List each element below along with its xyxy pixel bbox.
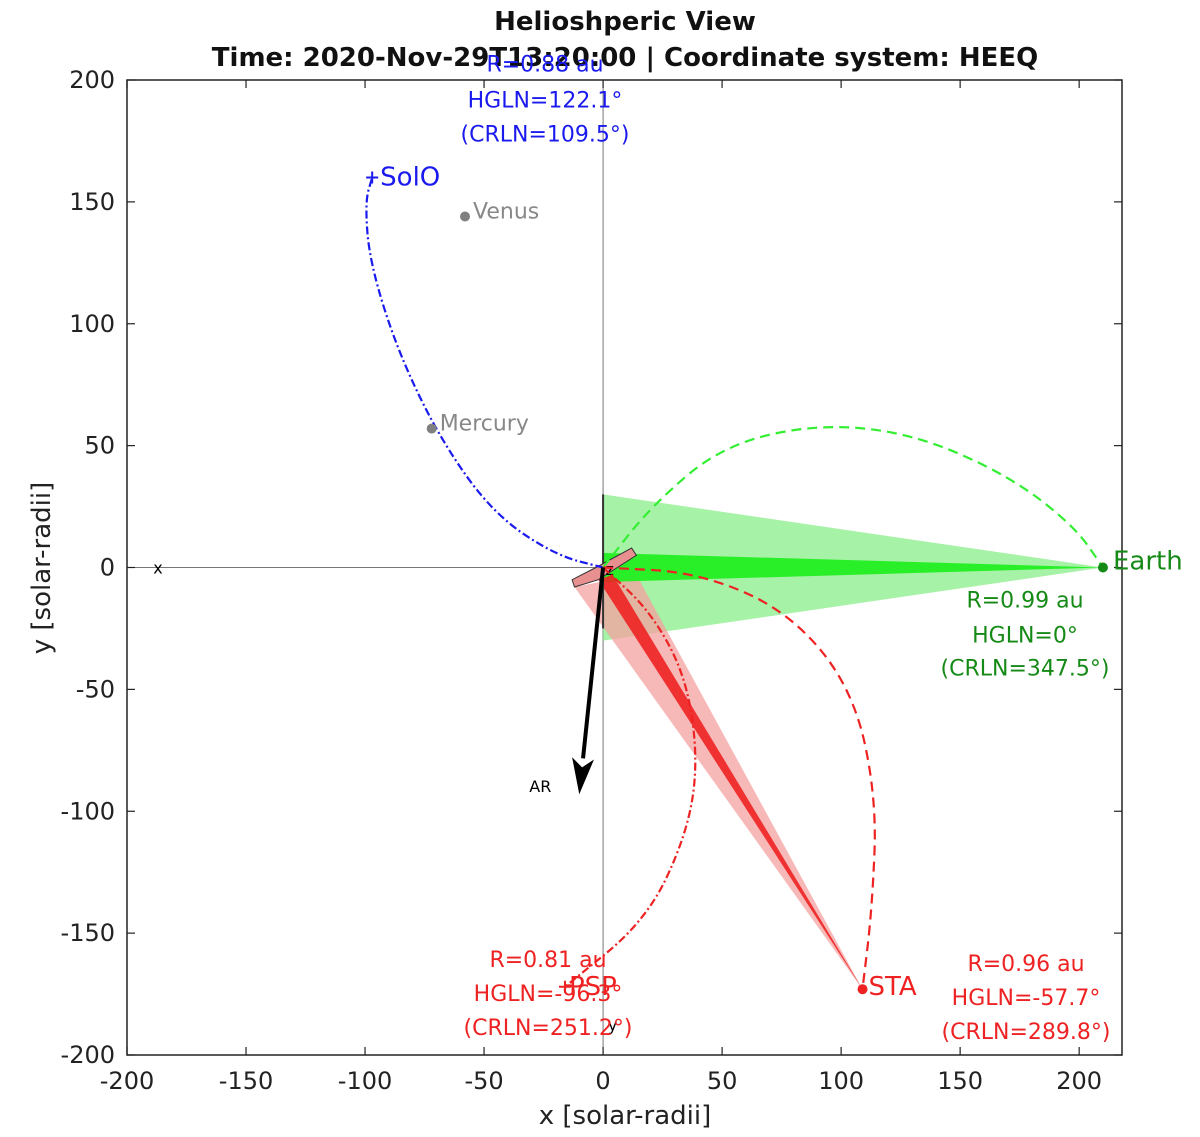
y-tick-label: 0 <box>100 554 115 582</box>
spiral-psp <box>564 566 697 988</box>
planet-mercury-label: Mercury <box>440 412 529 437</box>
spacecraft-sta-label: STA <box>869 972 917 1002</box>
spacecraft-earth-label: Earth <box>1113 547 1183 577</box>
chart-title: Helioshperic View <box>494 7 756 37</box>
ar-arrow-head <box>572 757 594 795</box>
x-tick-label: 0 <box>595 1067 610 1095</box>
spiral-solo <box>365 177 604 569</box>
y-tick-label: -100 <box>61 797 115 825</box>
planet-venus-label: Venus <box>473 200 539 225</box>
sun-axis-bar <box>602 494 605 629</box>
fov-cone-sta-narrow <box>598 574 863 990</box>
y-tick-label: 50 <box>84 432 115 460</box>
spiral-sta <box>603 566 876 990</box>
spacecraft-sta-info-r: R=0.96 au <box>967 952 1084 977</box>
y-axis-label: y [solar-radii] <box>27 482 57 655</box>
spacecraft-sta-marker <box>857 984 868 995</box>
y-tick-label: 150 <box>69 188 115 216</box>
fov-cone-earth-narrow <box>603 552 1103 583</box>
ar-arrow-shaft <box>581 567 606 759</box>
spacecraft-psp-info-r: R=0.81 au <box>489 948 606 973</box>
chart-subtitle: Time: 2020-Nov-29T13:20:00 | Coordinate … <box>212 43 1038 73</box>
ar-arrow-label: AR <box>529 777 551 796</box>
spacecraft-earth-marker <box>1097 562 1108 573</box>
spacecraft-solo-info-crln: (CRLN=109.5°) <box>461 123 630 148</box>
y-tick-label: 100 <box>69 310 115 338</box>
spacecraft-earth-info-crln: (CRLN=347.5°) <box>941 657 1110 682</box>
spacecraft-solo-info-r: R=0.88 au <box>486 53 603 78</box>
spacecraft-sta-info-crln: (CRLN=289.8°) <box>942 1020 1111 1045</box>
x-tick-label: 100 <box>818 1067 864 1095</box>
spacecraft-solo-info-hgln: HGLN=122.1° <box>468 89 623 114</box>
x-tick-label: 200 <box>1056 1067 1102 1095</box>
planet-mercury-marker <box>426 423 437 434</box>
spacecraft-solo-marker <box>366 171 379 184</box>
x-axis-marker: x <box>153 559 162 578</box>
y-tick-label: 200 <box>69 66 115 94</box>
y-tick-label: -150 <box>61 919 115 947</box>
spacecraft-psp-info-hgln: HGLN=-96.3° <box>474 982 623 1007</box>
x-tick-label: -200 <box>100 1067 154 1095</box>
y-tick-label: -50 <box>76 675 115 703</box>
x-tick-label: -150 <box>219 1067 273 1095</box>
spacecraft-solo-label: SolO <box>380 163 440 193</box>
planet-venus-marker <box>460 211 471 222</box>
spacecraft-psp-label: PSP <box>569 972 617 1002</box>
y-axis-marker: y <box>608 1016 617 1035</box>
spacecraft-psp-marker <box>558 980 571 993</box>
spiral-earth <box>602 425 1104 569</box>
spacecraft-sta-info-hgln: HGLN=-57.7° <box>952 986 1101 1011</box>
x-tick-label: -50 <box>464 1067 503 1095</box>
x-tick-label: 150 <box>937 1067 983 1095</box>
spacecraft-earth-info-hgln: HGLN=0° <box>972 624 1078 649</box>
spacecraft-earth-info-r: R=0.99 au <box>966 589 1083 614</box>
x-tick-label: 50 <box>707 1067 738 1095</box>
x-axis-label: x [solar-radii] <box>539 1101 712 1131</box>
x-tick-label: -100 <box>338 1067 392 1095</box>
z-axis-marker: z <box>605 560 613 579</box>
spacecraft-psp-info-crln: (CRLN=251.2°) <box>464 1016 633 1041</box>
y-tick-label: -200 <box>61 1041 115 1069</box>
fov-cone-sta-wide <box>574 574 863 990</box>
plot-area: -200 -150 -100 -50 0 50 100 150 200 200 150 100 50 0 -… <box>61 53 1183 1096</box>
